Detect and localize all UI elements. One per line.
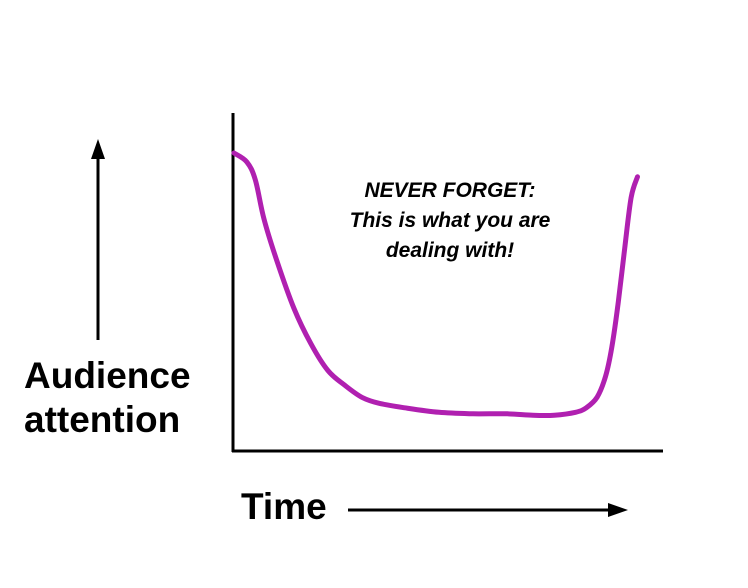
annotation-line-2: This is what you are	[349, 209, 551, 232]
x-arrow	[348, 503, 628, 517]
attention-curve	[231, 150, 640, 418]
y-axis-label-line-2: attention	[24, 399, 181, 440]
y-axis-label-line-1: Audience	[24, 355, 191, 396]
annotation-line-1: NEVER FORGET:	[364, 179, 536, 202]
x-axis-label: Time	[241, 486, 327, 527]
annotation-line-3: dealing with!	[385, 239, 515, 262]
y-arrow	[91, 139, 105, 340]
